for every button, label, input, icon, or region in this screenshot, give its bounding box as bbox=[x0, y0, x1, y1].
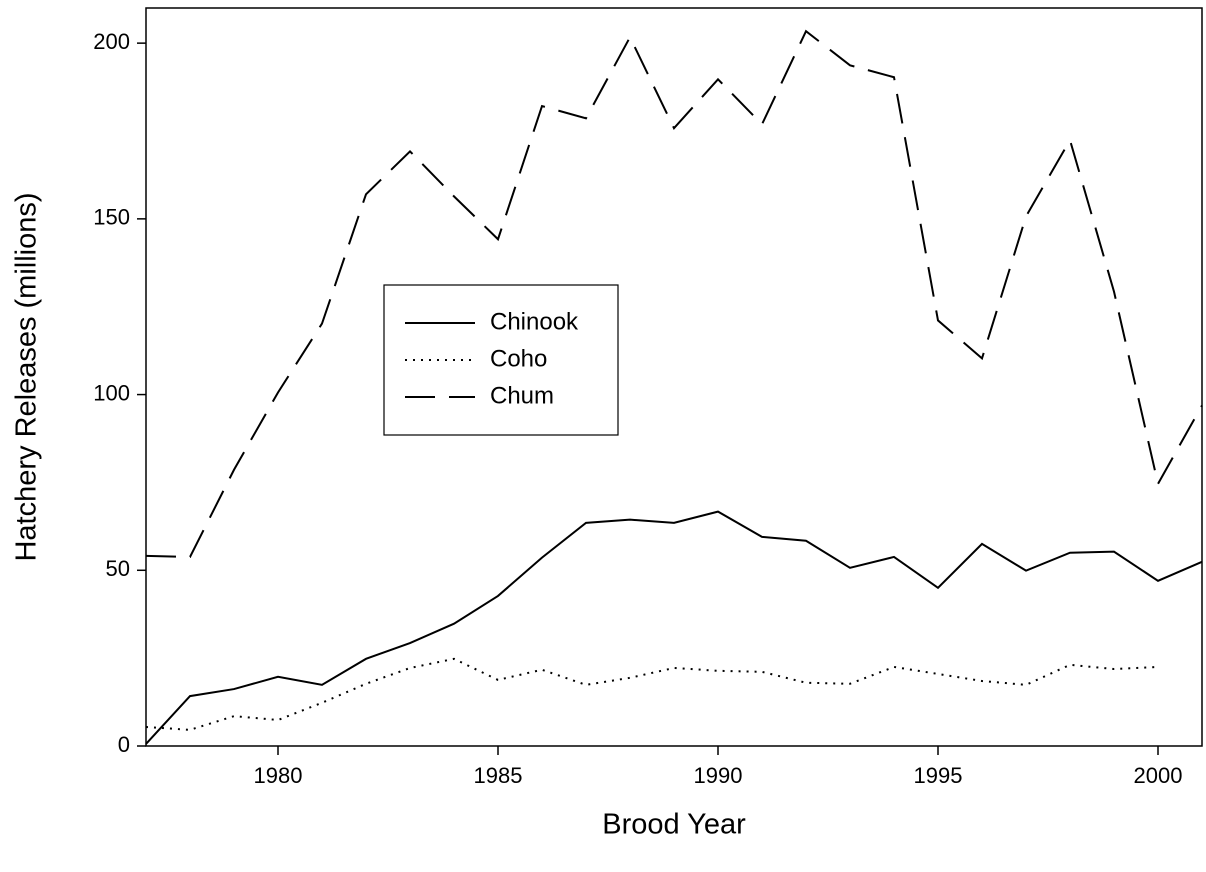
y-tick-label: 0 bbox=[118, 732, 130, 757]
x-tick-label: 1995 bbox=[914, 763, 963, 788]
plot-frame bbox=[145, 7, 1203, 747]
y-tick-label: 150 bbox=[93, 205, 130, 230]
series-line bbox=[145, 657, 1159, 731]
series-line bbox=[145, 510, 1203, 745]
x-tick-label: 1985 bbox=[474, 763, 523, 788]
legend-label: Chum bbox=[490, 382, 554, 409]
y-tick-label: 50 bbox=[106, 556, 130, 581]
x-axis-label: Brood Year bbox=[602, 809, 746, 841]
x-tick-label: 2000 bbox=[1134, 763, 1183, 788]
y-axis-label: Hatchery Releases (millions) bbox=[11, 192, 43, 561]
legend-label: Coho bbox=[490, 345, 547, 372]
x-tick-label: 1990 bbox=[694, 763, 743, 788]
x-tick-label: 1980 bbox=[254, 763, 303, 788]
legend-label: Chinook bbox=[490, 308, 579, 335]
series-line bbox=[145, 29, 1203, 558]
y-tick-label: 100 bbox=[93, 380, 130, 405]
y-tick-label: 200 bbox=[93, 29, 130, 54]
